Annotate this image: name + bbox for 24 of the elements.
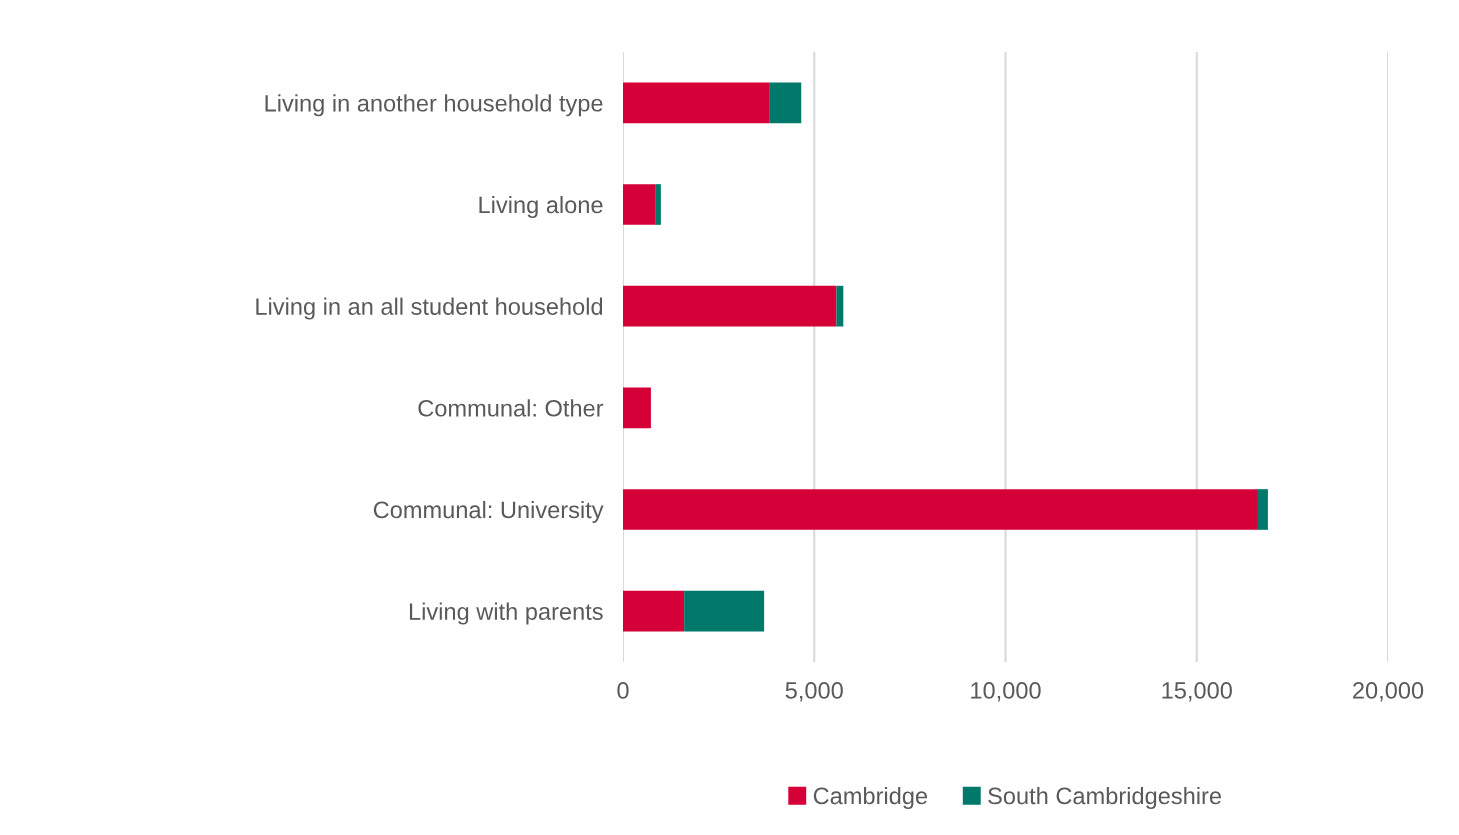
legend-label: South Cambridgeshire xyxy=(988,786,1221,809)
bar xyxy=(623,387,651,429)
y-tick-label: Communal: University xyxy=(373,500,604,523)
y-tick-label: Living in an all student household xyxy=(256,297,603,320)
x-tick-label: 20,000 xyxy=(1353,682,1424,702)
bar xyxy=(623,82,770,124)
bar xyxy=(684,590,765,632)
bar xyxy=(623,285,837,327)
x-tick-label: 15,000 xyxy=(1162,682,1232,702)
y-tick-label: Communal: Other xyxy=(418,399,604,417)
y-tick-label: Living with parents xyxy=(409,602,603,625)
bar xyxy=(623,184,656,225)
bar xyxy=(1257,489,1268,530)
bar xyxy=(836,285,844,327)
x-tick-label: 10,000 xyxy=(971,682,1041,702)
x-tick-label: 5,000 xyxy=(785,682,843,702)
x-tick-label: 0 xyxy=(617,682,629,699)
bar xyxy=(623,590,685,632)
bar xyxy=(623,489,1258,530)
y-tick-label: Living alone xyxy=(479,195,603,218)
bar xyxy=(769,82,802,124)
y-tick-label: Living in another household type xyxy=(265,94,603,117)
bar xyxy=(655,184,661,225)
legend-label: Cambridge xyxy=(813,786,928,809)
